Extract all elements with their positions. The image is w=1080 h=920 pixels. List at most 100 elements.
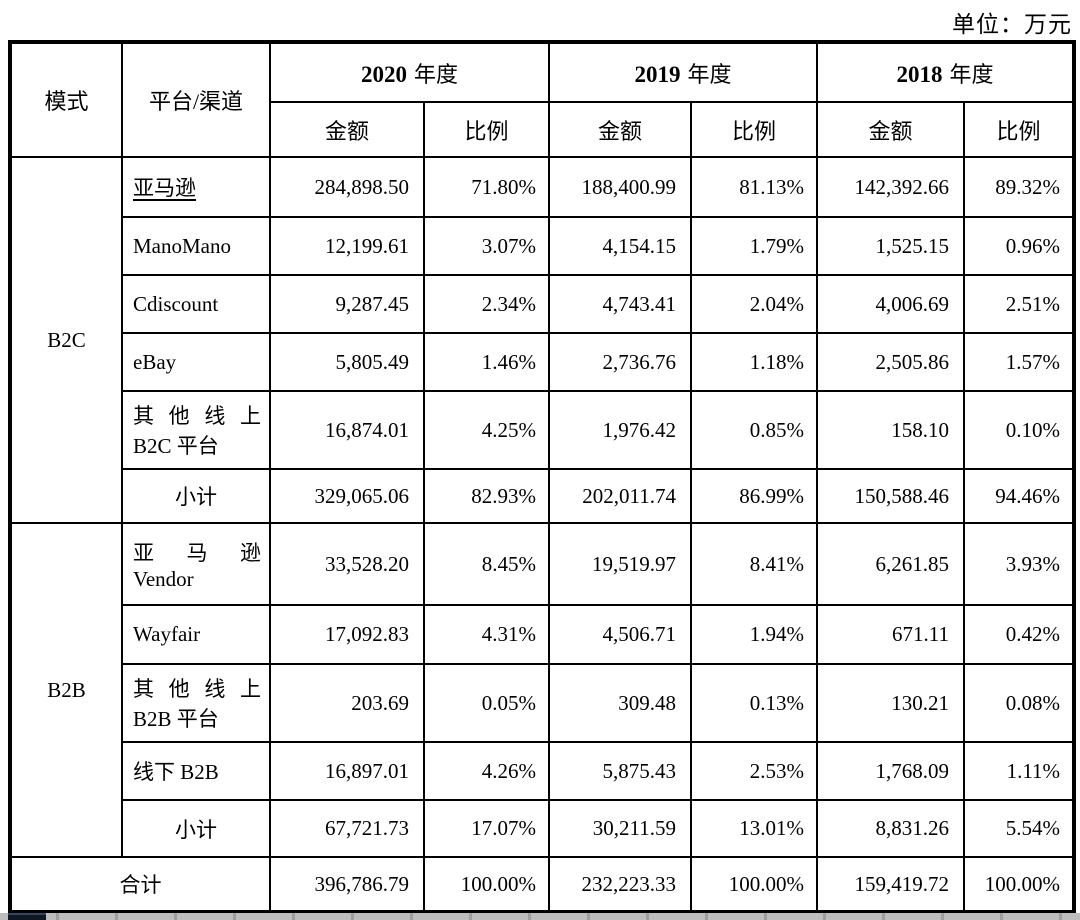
year-suffix: 年度 — [949, 61, 994, 87]
amount-cell: 6,261.85 — [816, 522, 966, 606]
unit-label: 单位：万元 — [952, 12, 1072, 37]
header-amount-2018: 金额 — [816, 101, 966, 158]
platform-cell: 亚马逊 — [121, 156, 271, 218]
amount-cell: 33,528.20 — [269, 522, 425, 606]
table-row: eBay 5,805.49 1.46% 2,736.76 1.18% 2,505… — [10, 332, 1076, 392]
platform-label-line1: 亚马逊 — [133, 540, 261, 565]
amount-cell: 142,392.66 — [816, 156, 966, 218]
amount-cell: 130.21 — [816, 663, 966, 743]
mode-b2b-cell: B2B — [9, 522, 123, 858]
platform-label-line2: Vendor — [133, 566, 194, 591]
subtotal-label: 小计 — [121, 468, 271, 524]
ratio-cell: 2.51% — [963, 274, 1076, 334]
header-amount-2019: 金额 — [548, 101, 693, 158]
ratio-cell: 4.31% — [422, 604, 551, 665]
year-number: 2019 — [634, 61, 681, 87]
ratio-cell: 0.42% — [963, 604, 1076, 665]
ratio-cell: 2.53% — [690, 741, 819, 801]
ratio-cell: 1.11% — [963, 741, 1076, 801]
platform-cell: 其他线上 B2C 平台 — [121, 390, 271, 470]
ratio-cell: 82.93% — [422, 468, 551, 524]
year-suffix: 年度 — [687, 61, 732, 87]
ratio-cell: 81.13% — [690, 156, 819, 218]
header-mode: 模式 — [9, 41, 123, 158]
ratio-cell: 0.85% — [690, 390, 819, 470]
table-row: 其他线上 B2B 平台 203.69 0.05% 309.48 0.13% 13… — [10, 663, 1076, 743]
header-ratio-2020: 比例 — [422, 101, 551, 158]
ratio-cell: 0.96% — [963, 216, 1076, 276]
header-year-2020: 2020 年度 — [268, 41, 551, 103]
table-row: B2B 亚马逊 Vendor 33,528.20 8.45% 19,519.97… — [9, 522, 1076, 858]
amount-cell: 9,287.45 — [269, 274, 425, 334]
ratio-cell: 100.00% — [963, 856, 1076, 913]
header-row-years: 模式 平台/渠道 2020 年度 2019 年度 2018 年度 — [9, 41, 1076, 158]
ratio-cell: 0.10% — [963, 390, 1076, 470]
amount-cell: 67,721.73 — [269, 799, 425, 858]
bottom-left-artifact — [8, 913, 46, 920]
ratio-cell: 5.54% — [963, 799, 1076, 858]
amount-cell: 30,211.59 — [548, 799, 693, 858]
platform-label-line1: 其他线上 — [133, 677, 261, 701]
ratio-cell: 1.18% — [690, 332, 819, 392]
amount-cell: 16,874.01 — [269, 390, 425, 470]
ratio-cell: 2.04% — [690, 274, 819, 334]
platform-cell: 线下 B2B — [121, 741, 271, 801]
amount-cell: 158.10 — [816, 390, 966, 470]
header-amount-2020: 金额 — [269, 101, 425, 158]
platform-cell: eBay — [121, 332, 271, 392]
platform-cell: 其他线上 B2B 平台 — [121, 663, 271, 743]
amount-cell: 4,506.71 — [548, 604, 693, 665]
table-row: 线下 B2B 16,897.01 4.26% 5,875.43 2.53% 1,… — [10, 741, 1076, 801]
platform-label-line2: B2B 平台 — [133, 707, 219, 731]
platform-cell: Cdiscount — [121, 274, 271, 334]
amount-cell: 396,786.79 — [269, 856, 425, 913]
amount-cell: 1,768.09 — [816, 741, 966, 801]
page-bottom-edge-artifact — [0, 913, 1080, 920]
ratio-cell: 0.13% — [690, 663, 819, 743]
platform-cell: Wayfair — [121, 604, 271, 665]
platform-label-line2: B2C 平台 — [133, 434, 219, 458]
ratio-cell: 86.99% — [690, 468, 819, 524]
amount-cell: 5,875.43 — [548, 741, 693, 801]
table-row: Cdiscount 9,287.45 2.34% 4,743.41 2.04% … — [10, 274, 1076, 334]
amount-cell: 2,505.86 — [816, 332, 966, 392]
ratio-cell: 4.25% — [422, 390, 551, 470]
header-ratio-2019: 比例 — [690, 101, 819, 158]
header-year-2018: 2018 年度 — [816, 41, 1076, 103]
amount-cell: 16,897.01 — [269, 741, 425, 801]
subtotal-row-b2b: 小计 67,721.73 17.07% 30,211.59 13.01% 8,8… — [10, 799, 1076, 858]
subtotal-label: 小计 — [121, 799, 271, 858]
mode-b2c-cell: B2C — [9, 156, 123, 524]
ratio-cell: 3.93% — [963, 522, 1076, 606]
amount-cell: 188,400.99 — [548, 156, 693, 218]
ratio-cell: 3.07% — [422, 216, 551, 276]
amount-cell: 232,223.33 — [548, 856, 693, 913]
ratio-cell: 1.94% — [690, 604, 819, 665]
table-row: B2C 亚马逊 284,898.50 71.80% 188,400.99 81.… — [9, 156, 1076, 524]
ratio-cell: 8.41% — [690, 522, 819, 606]
ratio-cell: 13.01% — [690, 799, 819, 858]
header-platform: 平台/渠道 — [121, 41, 271, 158]
total-label: 合计 — [9, 856, 271, 913]
platform-label-line1: 其他线上 — [133, 404, 261, 428]
amount-cell: 4,743.41 — [548, 274, 693, 334]
header-ratio-2018: 比例 — [963, 101, 1076, 158]
amount-cell: 203.69 — [269, 663, 425, 743]
ratio-cell: 8.45% — [422, 522, 551, 606]
amount-cell: 8,831.26 — [816, 799, 966, 858]
amount-cell: 19,519.97 — [548, 522, 693, 606]
table-row: ManoMano 12,199.61 3.07% 4,154.15 1.79% … — [10, 216, 1076, 276]
year-number: 2018 — [896, 61, 943, 87]
table-row: 其他线上 B2C 平台 16,874.01 4.25% 1,976.42 0.8… — [10, 390, 1076, 470]
platform-cell: 亚马逊 Vendor — [121, 522, 271, 606]
ratio-cell: 17.07% — [422, 799, 551, 858]
amount-cell: 12,199.61 — [269, 216, 425, 276]
year-suffix: 年度 — [414, 61, 459, 87]
ratio-cell: 0.05% — [422, 663, 551, 743]
ratio-cell: 100.00% — [422, 856, 551, 913]
ratio-cell: 94.46% — [963, 468, 1076, 524]
platform-cell: ManoMano — [121, 216, 271, 276]
platform-label: 亚马逊 — [133, 176, 196, 200]
amount-cell: 4,006.69 — [816, 274, 966, 334]
